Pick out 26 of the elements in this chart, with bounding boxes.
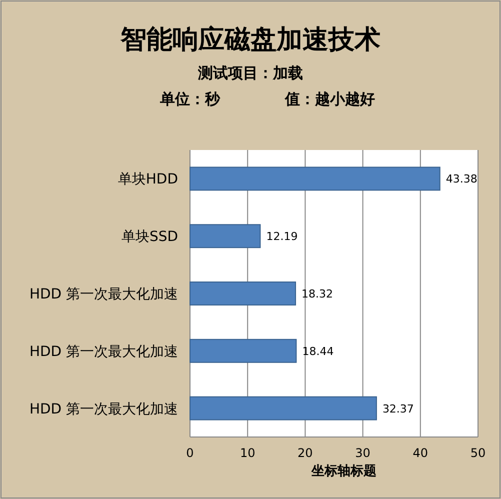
chart-title: 智能响应磁盘加速技术 bbox=[120, 25, 380, 55]
y-tick-label: HDD 第一次最大化加速 bbox=[29, 286, 178, 302]
y-tick-label: HDD 第一次最大化加速 bbox=[29, 401, 178, 418]
y-tick-label: 单块HDD bbox=[118, 172, 178, 188]
chart-subtitle: 测试项目：加载 bbox=[197, 64, 303, 82]
x-tick-label: 50 bbox=[470, 446, 486, 460]
text: 值：越小越好 bbox=[284, 90, 375, 108]
bar bbox=[190, 396, 377, 420]
y-tick-label: HDD 第一次最大化加速 bbox=[29, 344, 178, 360]
data-label: 32.37 bbox=[382, 402, 414, 416]
x-tick-label: 20 bbox=[298, 446, 313, 460]
x-tick-label: 30 bbox=[355, 446, 370, 460]
x-axis-title: 坐标轴标题 bbox=[310, 463, 376, 479]
data-label: 43.38 bbox=[446, 172, 478, 186]
x-tick-label: 10 bbox=[240, 446, 256, 460]
data-label: 12.19 bbox=[266, 230, 298, 244]
bar bbox=[190, 224, 261, 248]
bar bbox=[190, 282, 296, 306]
bar bbox=[190, 338, 297, 363]
data-label: 18.44 bbox=[302, 344, 334, 358]
x-tick-label: 40 bbox=[412, 446, 428, 460]
bar bbox=[190, 166, 440, 191]
y-tick-label: 单块SSD bbox=[121, 229, 178, 246]
data-label: 18.32 bbox=[302, 288, 334, 300]
x-tick-label: 0 bbox=[186, 446, 194, 460]
text: 单位：秒 bbox=[159, 90, 221, 108]
